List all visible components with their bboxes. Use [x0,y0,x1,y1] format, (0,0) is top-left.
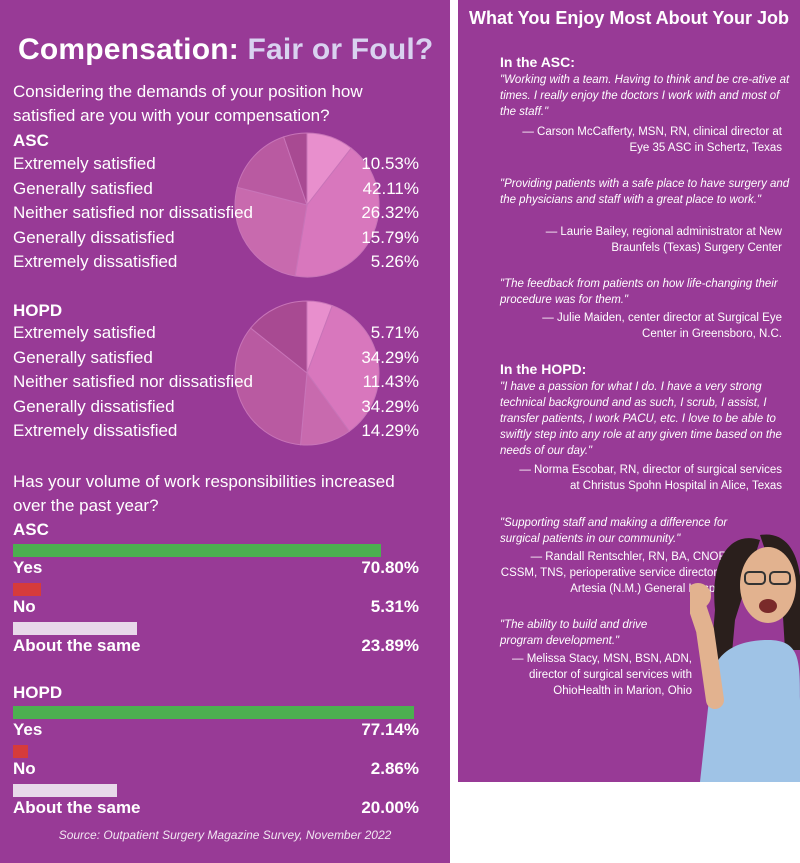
quote-attribution: — Norma Escobar, RN, director of surgica… [519,464,782,492]
question-compensation: Considering the demands of your position… [13,82,363,125]
pie-slice [236,136,308,206]
pie-slice [234,186,308,277]
bar [13,622,137,635]
enjoy-most-panel: What You Enjoy Most About Your Job In th… [458,0,800,782]
category-label: No [13,597,36,616]
value-label: 34.29% [361,396,419,416]
value-label: 26.32% [361,203,419,222]
category-label: No [13,759,36,778]
value-label: 2.86% [370,759,419,778]
quote-attribution: — Julie Maiden, center director at Surgi… [542,312,782,340]
bar [13,784,117,797]
pie-slice [234,327,308,446]
category-label: Extremely dissatisfied [13,421,178,440]
value-label: 34.29% [361,347,419,367]
value-label: 5.31% [370,597,419,616]
question-workload: Has your volume of work responsibilities… [13,472,395,515]
quote-text: "Supporting staff and making a differenc… [500,517,728,545]
asc-bar-heading: ASC [13,520,49,539]
value-label: 15.79% [361,227,419,247]
quote-attribution: — Carson McCafferty, MSN, RN, clinical d… [522,126,782,154]
value-label: 11.43% [362,372,419,391]
page-title: Compensation: Fair or Foul? [18,33,434,66]
category-label: Yes [13,558,43,577]
quote-attribution: — Laurie Bailey, regional administrator … [545,226,782,254]
legend-row: Extremely satisfied 10.53% [13,152,419,176]
legend-row: Neither satisfied nor dissatisfied 11.43% [13,370,419,394]
category-label: Extremely satisfied [13,323,156,342]
asc-pie-heading: ASC [13,131,49,150]
hopd-quotes-heading: In the HOPD: [500,361,587,377]
value-label: 70.80% [361,558,419,577]
value-label: 77.14% [361,720,419,739]
quote-text: "Providing patients with a safe place to… [500,178,790,206]
legend-row: Generally satisfied 34.29% [13,346,419,370]
legend-row: Extremely dissatisfied 5.26% [13,250,419,274]
asc-satisfaction-pie [234,132,380,278]
category-label: Neither satisfied nor dissatisfied [13,203,254,222]
category-label: Generally dissatisfied [13,396,175,416]
value-label: 42.11% [362,178,419,198]
category-label: Neither satisfied nor dissatisfied [13,372,254,391]
quote-text: "The feedback from patients on how life-… [500,278,778,306]
enjoy-title: What You Enjoy Most About Your Job [469,8,789,28]
category-label: Generally satisfied [13,347,153,367]
pie-slice [249,300,308,375]
pie-slice [294,147,380,278]
bar [13,706,414,719]
value-label: 14.29% [361,421,419,440]
quote-text: "Working with a team. Having to think an… [500,74,790,118]
bar [13,583,41,596]
legend-row: Generally dissatisfied 34.29% [13,395,419,419]
legend-row: Extremely dissatisfied 14.29% [13,419,419,443]
category-label: Yes [13,720,43,739]
source-note: Source: Outpatient Surgery Magazine Surv… [58,828,392,842]
asc-quotes-heading: In the ASC: [500,54,575,70]
quote-attribution: — Melissa Stacy, MSN, BSN, ADN, director… [512,653,692,697]
quote-text: "I have a passion for what I do. I have … [500,381,782,457]
category-label: Generally satisfied [13,178,153,198]
bar [13,745,28,758]
legend-row: Generally satisfied 42.11% [13,177,419,201]
cheering-nurse-photo [690,534,800,782]
hopd-pie-heading: HOPD [13,301,63,320]
value-label: 20.00% [361,798,419,817]
legend-row: Generally dissatisfied 15.79% [13,226,419,250]
category-label: Extremely satisfied [13,154,156,173]
hopd-satisfaction-pie [234,300,380,446]
compensation-panel: Compensation: Fair or Foul? Considering … [0,0,450,863]
value-label: 10.53% [361,154,419,173]
bar [13,544,381,557]
category-label: About the same [13,636,141,655]
category-label: Extremely dissatisfied [13,252,178,271]
legend-row: Extremely satisfied 5.71% [13,321,419,345]
quote-text: "The ability to build and drive program … [500,619,648,647]
value-label: 5.26% [370,252,419,271]
category-label: Generally dissatisfied [13,227,175,247]
hopd-bar-heading: HOPD [13,683,63,702]
value-label: 23.89% [361,636,419,655]
legend-row: Neither satisfied nor dissatisfied 26.32% [13,201,419,225]
value-label: 5.71% [370,323,419,342]
pie-slice [283,132,308,206]
pie-slice [306,304,380,432]
category-label: About the same [13,798,141,817]
